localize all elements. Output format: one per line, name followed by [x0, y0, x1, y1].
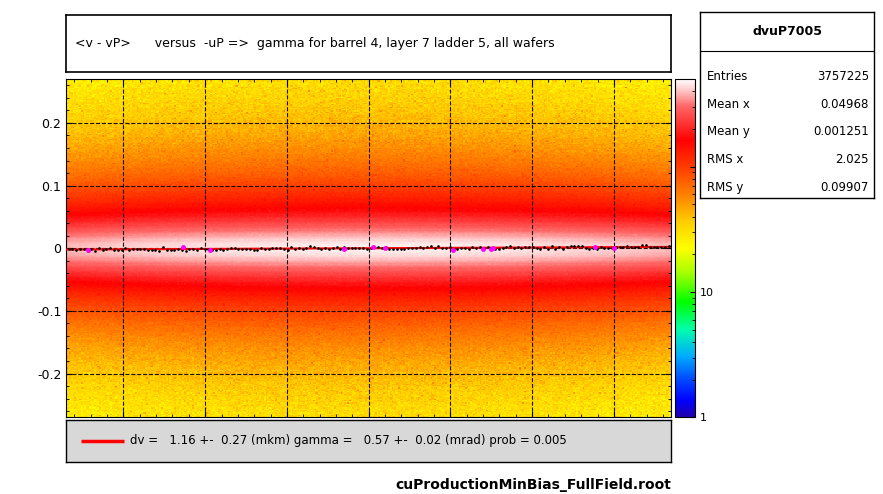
- Text: 2.025: 2.025: [835, 153, 869, 166]
- Text: <v - vP>      versus  -uP =>  gamma for barrel 4, layer 7 ladder 5, all wafers: <v - vP> versus -uP => gamma for barrel …: [75, 37, 555, 50]
- Text: 3757225: 3757225: [817, 70, 869, 83]
- Text: Mean x: Mean x: [707, 97, 750, 111]
- Text: 0.001251: 0.001251: [813, 125, 869, 138]
- Text: dv =   1.16 +-  0.27 (mkm) gamma =   0.57 +-  0.02 (mrad) prob = 0.005: dv = 1.16 +- 0.27 (mkm) gamma = 0.57 +- …: [130, 434, 567, 448]
- Text: Entries: Entries: [707, 70, 749, 83]
- Text: cuProductionMinBias_FullField.root: cuProductionMinBias_FullField.root: [396, 478, 671, 492]
- Text: RMS y: RMS y: [707, 181, 743, 194]
- Text: RMS x: RMS x: [707, 153, 743, 166]
- Text: 0.09907: 0.09907: [820, 181, 869, 194]
- Text: dvuP7005: dvuP7005: [752, 25, 822, 39]
- Text: 0.04968: 0.04968: [820, 97, 869, 111]
- Text: Mean y: Mean y: [707, 125, 750, 138]
